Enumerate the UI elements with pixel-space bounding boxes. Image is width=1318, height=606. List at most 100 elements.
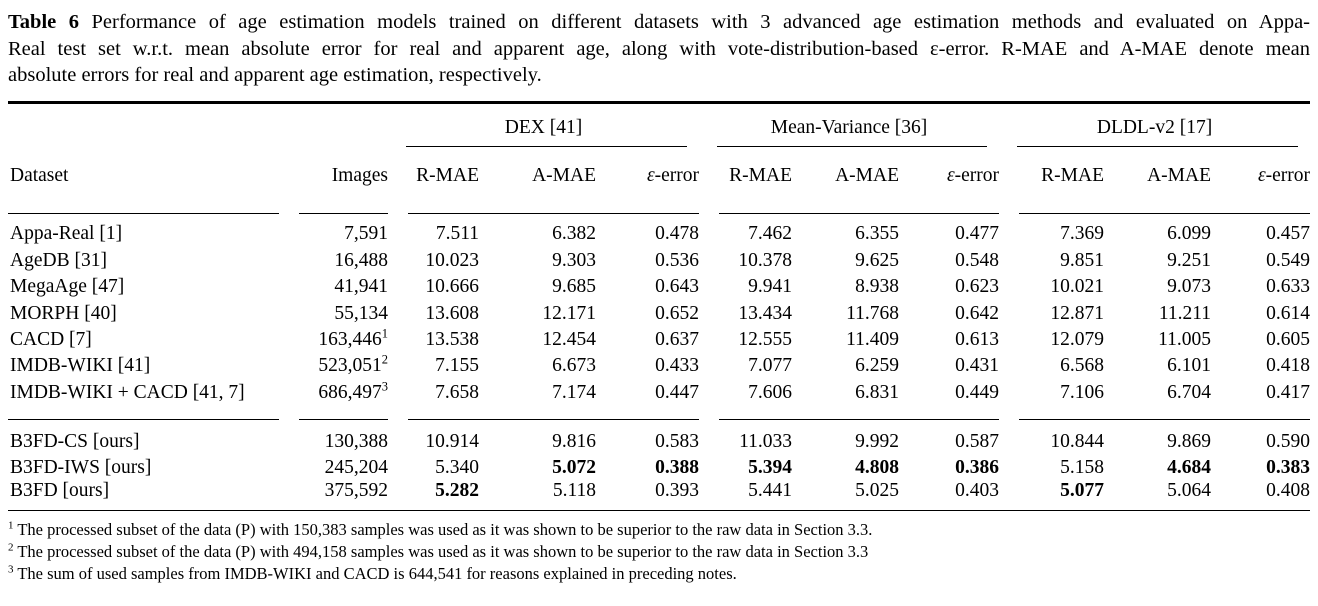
value-cell: 6.259 [855, 355, 900, 377]
value-cell: 0.652 [655, 302, 700, 324]
images-cell: 375,592 [324, 480, 388, 502]
images-cell: 7,591 [344, 223, 388, 245]
value-cell: 5.077 [1060, 480, 1105, 502]
caption-line-3: absolute errors for real and apparent ag… [8, 64, 542, 86]
caption-label: Table 6 [8, 11, 79, 33]
value-cell: 13.538 [425, 329, 479, 350]
group-header-dex: DEX [41] [504, 116, 583, 138]
dataset-cell: Appa-Real [1] [10, 223, 123, 245]
footnote: 2 The processed subset of the data (P) w… [8, 541, 1310, 563]
images-cell: 686,4973 [318, 379, 388, 403]
value-cell: 6.568 [1060, 355, 1105, 377]
group-rule [999, 145, 1310, 148]
caption-line-2: Real test set w.r.t. mean absolute error… [8, 37, 1310, 60]
group-header-dldl: DLDL-v2 [17] [1096, 116, 1213, 138]
results-table: DEX [41] Mean-Variance [36] DLDL-v2 [17]… [8, 100, 1311, 511]
footnote-marker: 1 [8, 519, 14, 532]
value-cell: 9.941 [748, 276, 793, 298]
value-cell: 12.454 [542, 329, 596, 350]
value-cell: 0.642 [955, 302, 1000, 324]
value-cell: 0.637 [655, 329, 700, 350]
value-cell: 12.079 [1050, 329, 1105, 350]
table-footnotes: 1 The processed subset of the data (P) w… [8, 519, 1310, 585]
value-cell: 12.171 [542, 302, 596, 324]
section-divider [8, 406, 1311, 429]
value-cell: 10.914 [425, 430, 479, 452]
column-header-rmae: R-MAE [416, 164, 479, 186]
value-cell: 9.073 [1167, 276, 1212, 298]
value-cell: 5.118 [552, 480, 596, 502]
column-header-rmae: R-MAE [1041, 164, 1105, 186]
value-cell: 11.005 [1158, 329, 1212, 350]
dataset-cell: IMDB-WIKI [41] [10, 355, 151, 377]
value-cell: 0.623 [955, 276, 1000, 298]
dataset-cell: AgeDB [31] [10, 249, 107, 271]
value-cell: 7.462 [748, 223, 793, 245]
value-cell: 0.431 [955, 355, 1000, 377]
value-cell: 0.447 [655, 381, 700, 403]
group-rule [699, 145, 999, 148]
value-cell: 9.816 [552, 430, 596, 452]
value-cell: 5.158 [1060, 457, 1105, 479]
images-cell: 16,488 [334, 249, 388, 271]
table-row: MegaAge [47] 41,941 10.666 9.685 0.643 9… [8, 274, 1310, 300]
value-cell: 9.303 [552, 249, 596, 271]
column-header-eerror: ε-error [1257, 164, 1311, 186]
value-cell: 0.614 [1266, 302, 1311, 324]
table-row: Appa-Real [1] 7,591 7.511 6.382 0.478 7.… [8, 221, 1310, 247]
images-cell: 130,388 [324, 430, 388, 452]
footnote-ref: 3 [381, 379, 388, 394]
value-cell: 0.605 [1266, 329, 1311, 350]
footnote: 1 The processed subset of the data (P) w… [8, 519, 1310, 541]
value-cell: 13.434 [738, 302, 793, 324]
footnote-marker: 2 [8, 541, 14, 554]
images-cell: 41,941 [334, 276, 388, 298]
value-cell: 9.251 [1167, 249, 1212, 271]
value-cell: 0.477 [955, 223, 1000, 245]
value-cell: 7.658 [435, 381, 479, 403]
value-cell: 0.386 [955, 457, 1000, 479]
value-cell: 11.211 [1158, 302, 1212, 324]
dataset-cell: B3FD-IWS [ours] [10, 457, 152, 479]
value-cell: 6.382 [552, 223, 596, 245]
value-cell: 5.072 [552, 457, 596, 479]
table-row: B3FD-CS [ours] 130,388 10.914 9.816 0.58… [8, 428, 1310, 454]
column-header-eerror: ε-error [646, 164, 700, 186]
value-cell: 0.449 [955, 381, 1000, 403]
group-rule [388, 145, 699, 148]
group-underline-row [8, 145, 1310, 148]
value-cell: 10.021 [1050, 276, 1105, 298]
images-cell: 245,204 [324, 457, 388, 479]
table-head: DEX [41] Mean-Variance [36] DLDL-v2 [17]… [8, 102, 1311, 221]
value-cell: 9.869 [1167, 430, 1212, 452]
empty-cell [8, 102, 388, 146]
value-cell: 7.369 [1060, 223, 1105, 245]
column-header-eerror: ε-error [946, 164, 1000, 186]
column-header-row: Dataset Images R-MAE A-MAE ε-error R-MAE… [8, 148, 1310, 204]
value-cell: 0.433 [655, 355, 700, 377]
value-cell: 0.536 [655, 249, 700, 271]
value-cell: 7.511 [435, 223, 479, 245]
value-cell: 5.441 [748, 480, 793, 502]
epsilon-symbol: ε [946, 164, 955, 186]
table-row: IMDB-WIKI [41] 523,0512 7.155 6.673 0.43… [8, 353, 1310, 379]
value-cell: 12.871 [1050, 302, 1105, 324]
value-cell: 10.844 [1050, 430, 1105, 452]
value-cell: 7.106 [1060, 381, 1105, 403]
images-cell: 163,4461 [318, 326, 388, 350]
value-cell: 0.408 [1266, 480, 1311, 502]
table-row: B3FD-IWS [ours] 245,204 5.340 5.072 0.38… [8, 455, 1310, 481]
value-cell: 0.383 [1266, 457, 1311, 479]
value-cell: 5.282 [435, 480, 479, 502]
value-cell: 0.587 [955, 430, 1000, 452]
footnote: 3 The sum of used samples from IMDB-WIKI… [8, 563, 1310, 585]
value-cell: 0.418 [1266, 355, 1311, 377]
value-cell: 9.851 [1060, 249, 1105, 271]
section-rule-row [8, 406, 1311, 429]
value-cell: 10.666 [425, 276, 479, 298]
caption-line-1: Table 6 Performance of age estimation mo… [8, 9, 1310, 36]
value-cell: 10.023 [425, 249, 479, 271]
footnote-ref: 2 [381, 352, 388, 367]
value-cell: 8.938 [855, 276, 900, 298]
value-cell: 4.684 [1167, 457, 1212, 479]
